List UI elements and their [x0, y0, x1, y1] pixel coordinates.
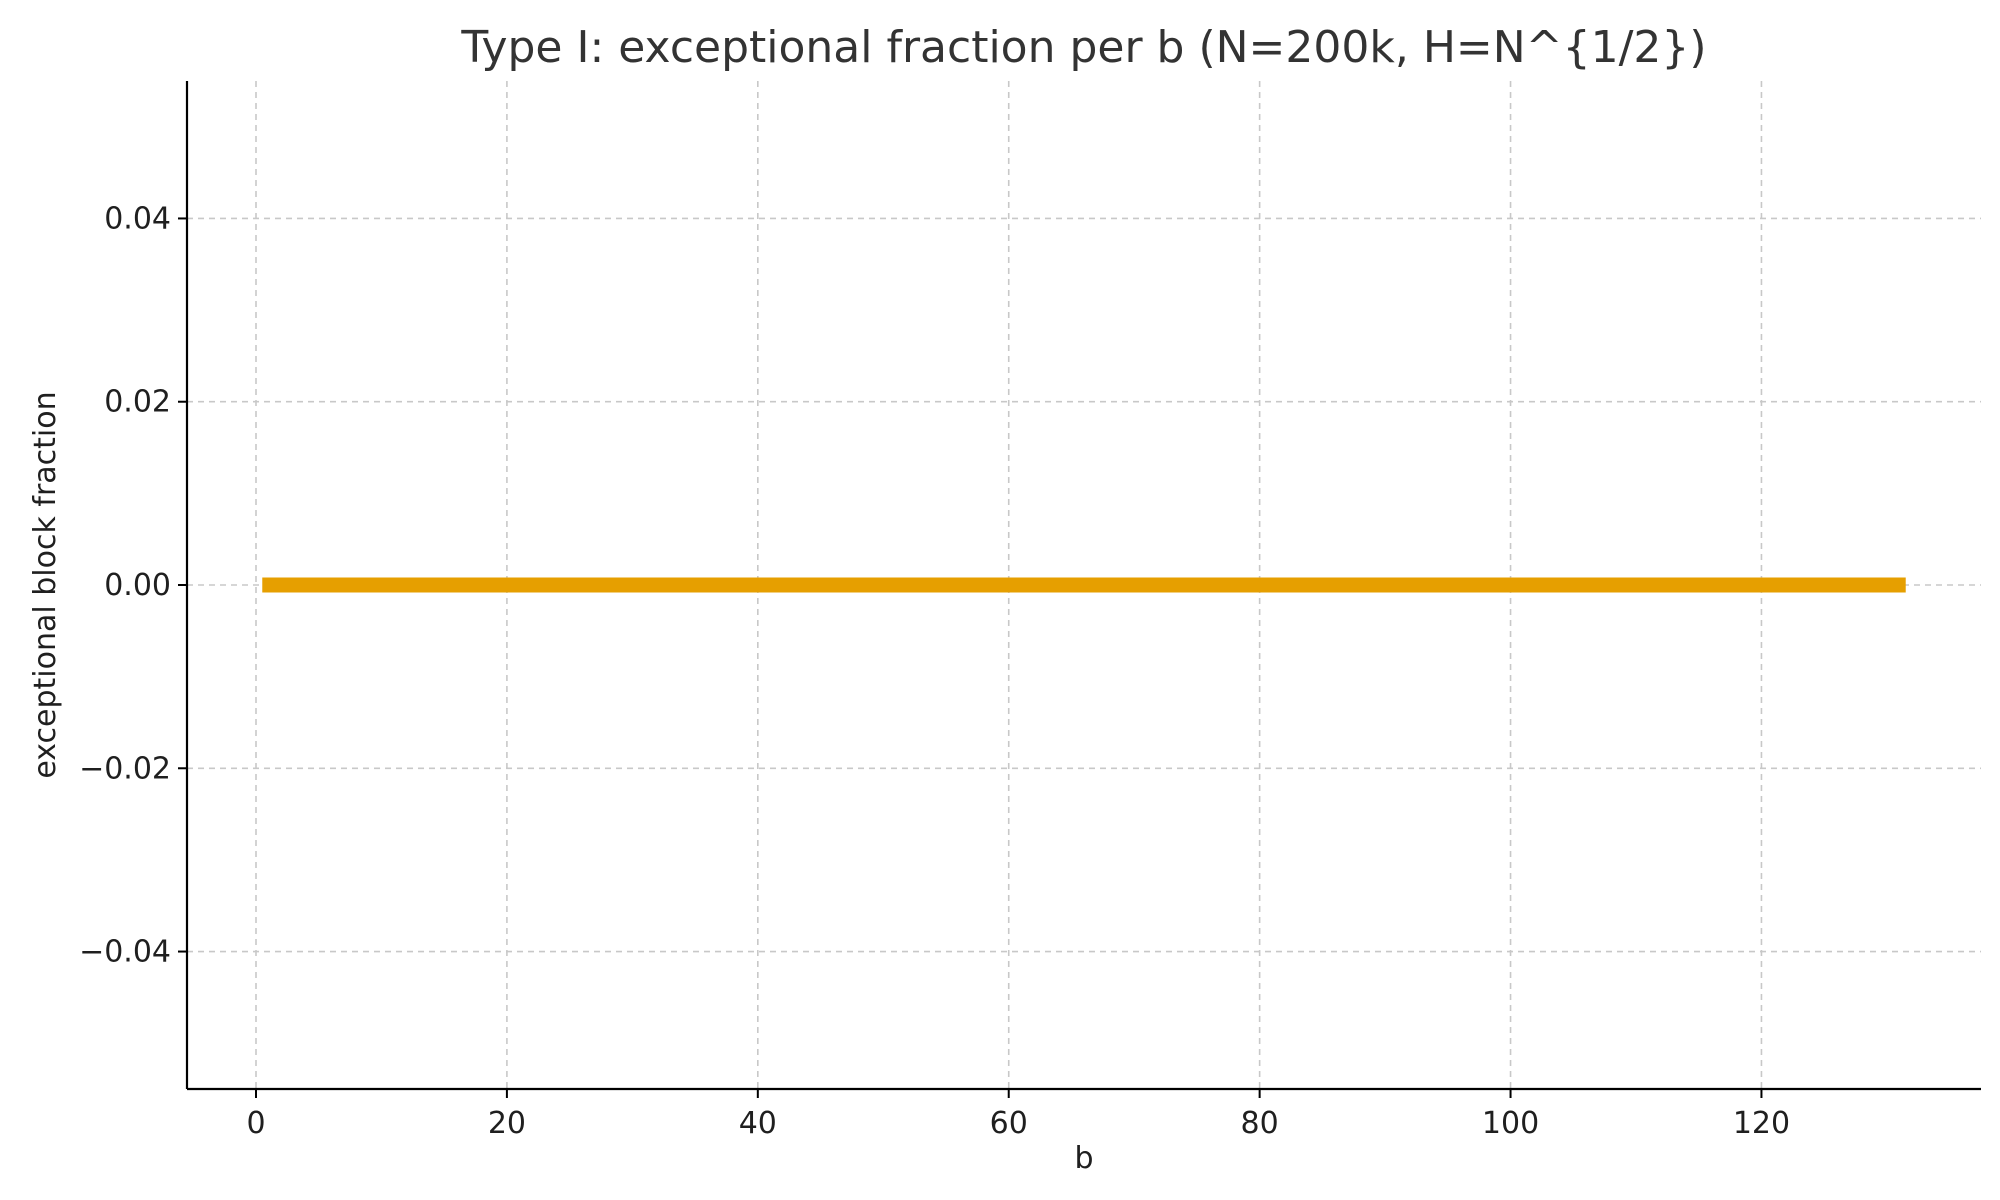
y-axis-label: exceptional block fraction — [28, 391, 63, 778]
x-tick-label: 20 — [488, 1106, 526, 1141]
x-tick-label: 80 — [1241, 1106, 1279, 1141]
x-tick-label: 0 — [246, 1106, 265, 1141]
y-tick-label: 0.02 — [104, 385, 171, 420]
x-tick-label: 60 — [990, 1106, 1028, 1141]
x-tick-label: 40 — [739, 1106, 777, 1141]
x-axis-label: b — [1074, 1141, 1093, 1176]
y-tick-label: 0.04 — [104, 201, 171, 236]
y-tick-label: −0.02 — [79, 751, 171, 786]
x-tick-label: 100 — [1482, 1106, 1539, 1141]
chart-title: Type I: exceptional fraction per b (N=20… — [460, 22, 1706, 73]
y-tick-label: 0.00 — [104, 568, 171, 603]
ticks-layer: 0 20 40 60 80 100 120 0.04 0.02 0.00 −0.02 −0.04 — [79, 201, 1790, 1141]
x-tick-label: 120 — [1733, 1106, 1790, 1141]
y-tick-label: −0.04 — [79, 935, 171, 970]
